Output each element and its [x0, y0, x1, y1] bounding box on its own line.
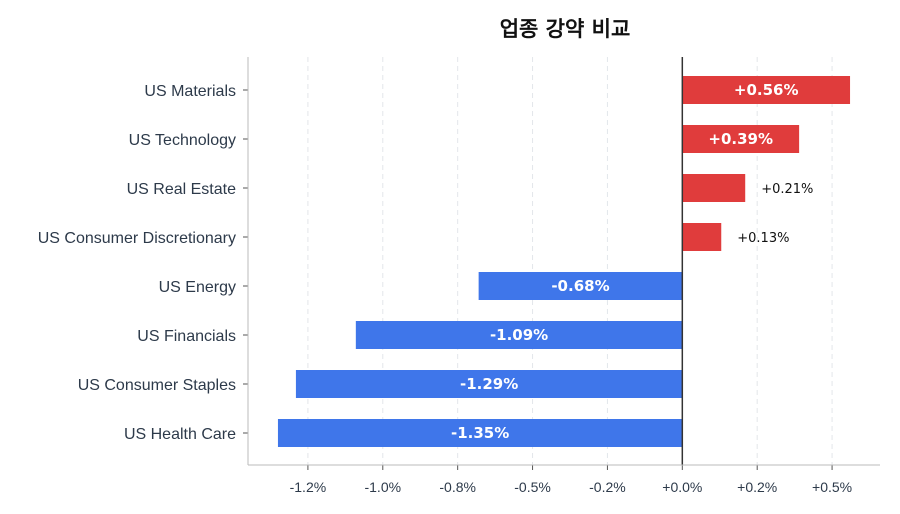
- bar: [355, 321, 683, 349]
- value-label: -1.35%: [451, 424, 509, 442]
- bar: [682, 223, 722, 251]
- category-label: US Health Care: [124, 426, 236, 443]
- x-tick-label: -0.5%: [514, 479, 551, 495]
- value-label: -1.29%: [460, 375, 518, 393]
- x-tick-label: +0.2%: [737, 479, 777, 495]
- bar: [295, 370, 683, 398]
- bar: [682, 76, 851, 104]
- category-label: US Financials: [137, 328, 236, 345]
- value-label: +0.21%: [761, 182, 813, 197]
- x-tick-label: -1.0%: [364, 479, 401, 495]
- category-label: US Consumer Staples: [78, 377, 236, 394]
- x-tick-label: -1.2%: [290, 479, 327, 495]
- value-label: +0.56%: [734, 81, 799, 99]
- x-tick-label: +0.0%: [662, 479, 702, 495]
- x-tick-label: -0.2%: [589, 479, 626, 495]
- category-label: US Technology: [129, 132, 236, 149]
- x-tick-label: +0.5%: [812, 479, 852, 495]
- chart-title: 업종 강약 비교: [500, 17, 631, 41]
- bar: [277, 419, 683, 447]
- value-label: +0.39%: [708, 130, 773, 148]
- category-label: US Materials: [144, 83, 236, 100]
- bar: [682, 125, 800, 153]
- value-label: +0.13%: [737, 231, 789, 246]
- category-label: US Energy: [159, 279, 236, 296]
- category-label: US Real Estate: [127, 181, 236, 198]
- category-label: US Consumer Discretionary: [38, 230, 236, 247]
- bar: [478, 272, 683, 300]
- x-tick-label: -0.8%: [439, 479, 476, 495]
- value-label: -0.68%: [551, 277, 609, 295]
- value-label: -1.09%: [490, 326, 548, 344]
- bar: [682, 174, 746, 202]
